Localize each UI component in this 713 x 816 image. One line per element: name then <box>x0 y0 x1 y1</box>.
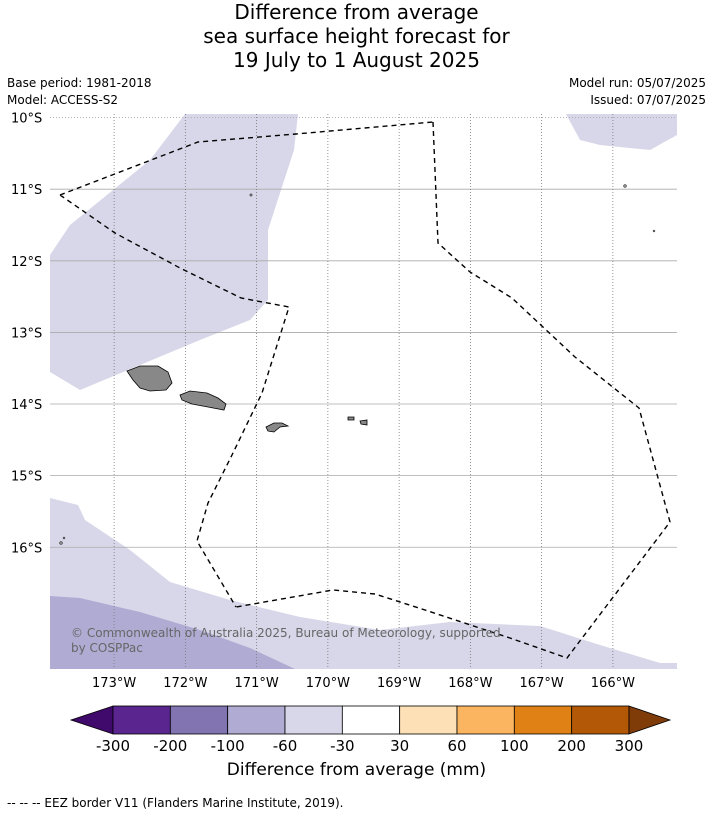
colorbar-tick-label: -300 <box>96 737 130 755</box>
latitude-labels: 10°S 11°S 12°S 13°S 14°S 15°S 16°S <box>11 112 42 557</box>
lon-tick-label: 172°W <box>163 676 207 691</box>
island-small-3 <box>652 229 656 233</box>
colorbar-segment <box>513 705 573 735</box>
base-period: Base period: 1981-2018 <box>7 76 152 90</box>
map-title: Difference from average sea surface heig… <box>0 0 713 72</box>
colorbar-segment <box>112 705 171 735</box>
title-line-2: sea surface height forecast for <box>203 24 510 48</box>
colorbar-segment <box>341 705 401 735</box>
island-small-1 <box>249 193 253 197</box>
colorbar-segment <box>227 705 286 735</box>
anomaly-fill-layer <box>50 114 677 669</box>
colorbar-tick-label: 30 <box>390 737 409 755</box>
colorbar-tick-label: 60 <box>447 737 466 755</box>
copyright-notice: © Commonwealth of Australia 2025, Bureau… <box>71 626 501 655</box>
lat-tick-label: 13°S <box>11 326 42 341</box>
colorbar: -300 -200 -100 -60 -30 30 60 100 200 300 <box>69 705 672 755</box>
colorbar-tick-label: -60 <box>273 737 298 755</box>
lon-tick-label: 169°W <box>377 676 421 691</box>
lat-tick-label: 10°S <box>11 112 42 127</box>
island-small-5 <box>62 536 66 540</box>
colorbar-tick-label: -200 <box>153 737 187 755</box>
anomaly-region-northwest <box>50 114 298 390</box>
lon-tick-label: 173°W <box>92 676 136 691</box>
lon-tick-label: 167°W <box>520 676 564 691</box>
lon-tick-label: 166°W <box>591 676 635 691</box>
colorbar-segment <box>284 705 343 735</box>
issued-date: Issued: 07/07/2025 <box>590 93 706 107</box>
lat-tick-label: 12°S <box>11 255 42 270</box>
colorbar-extend-low <box>69 705 114 735</box>
colorbar-extend-high <box>628 705 672 735</box>
colorbar-segment <box>399 705 458 735</box>
colorbar-tick-label: 300 <box>615 737 644 755</box>
land-masses <box>59 184 656 545</box>
anomaly-region-northeast <box>566 114 677 150</box>
model-run: Model run: 05/07/2025 <box>568 76 706 90</box>
island-tau <box>359 419 368 426</box>
meta-right: Model run: 05/07/2025 Issued: 07/07/2025 <box>569 75 706 109</box>
title-line-1: Difference from average <box>234 0 479 24</box>
colorbar-segment <box>456 705 515 735</box>
island-tutuila <box>265 422 290 433</box>
colorbar-segment <box>169 705 229 735</box>
eez-borders <box>59 121 671 659</box>
lat-tick-label: 16°S <box>11 541 42 556</box>
graticule <box>50 114 677 669</box>
lon-tick-label: 171°W <box>235 676 279 691</box>
colorbar-tick-label: 200 <box>557 737 586 755</box>
longitude-labels: 173°W 172°W 171°W 170°W 169°W 168°W 167°W 166°W <box>92 676 635 691</box>
island-small-2 <box>623 184 627 188</box>
anomaly-region-south-medium <box>50 596 295 669</box>
lat-tick-label: 14°S <box>11 398 42 413</box>
island-small-4 <box>59 541 63 545</box>
model-name: Model: ACCESS-S2 <box>7 93 119 107</box>
island-upolu <box>179 390 227 411</box>
colorbar-tick-label: -100 <box>211 737 245 755</box>
map-plot-area <box>50 114 677 669</box>
lon-tick-label: 170°W <box>306 676 350 691</box>
lat-tick-label: 15°S <box>11 470 42 485</box>
colorbar-tick-label: 100 <box>500 737 529 755</box>
colorbar-tick-label: -30 <box>330 737 355 755</box>
eez-border-american-samoa <box>235 121 671 659</box>
lon-tick-label: 168°W <box>448 676 492 691</box>
eez-footnote: -- -- -- EEZ border V11 (Flanders Marine… <box>7 796 344 810</box>
colorbar-segment <box>571 705 630 735</box>
meta-left: Base period: 1981-2018 Model: ACCESS-S2 <box>7 75 152 109</box>
colorbar-label: Difference from average (mm) <box>226 760 487 780</box>
eez-border-samoa <box>59 121 434 608</box>
island-ofu <box>347 416 355 421</box>
title-line-3: 19 July to 1 August 2025 <box>233 48 480 72</box>
anomaly-region-south-light <box>50 498 677 669</box>
lat-tick-label: 11°S <box>11 183 42 198</box>
island-savaii <box>126 365 173 392</box>
